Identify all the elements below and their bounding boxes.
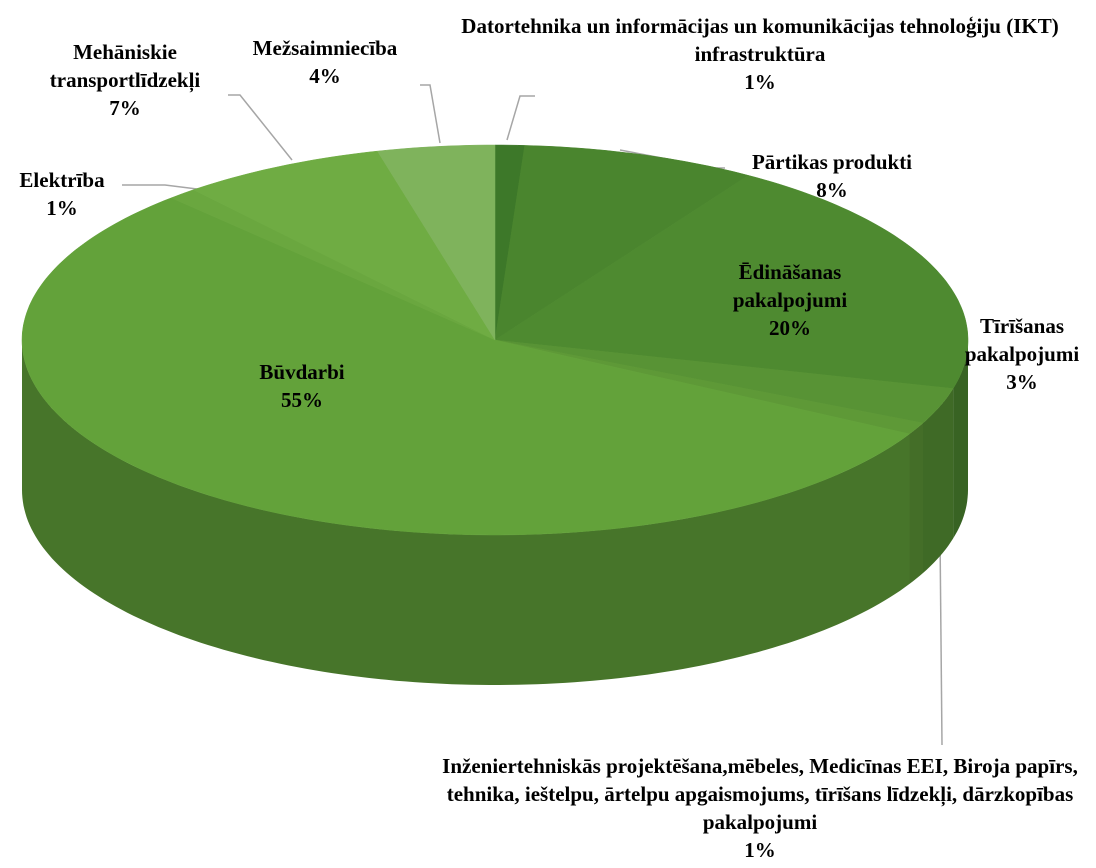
category-name: Elektrība bbox=[19, 168, 105, 192]
category-name: Ēdināšanas pakalpojumi bbox=[732, 260, 848, 312]
slice-label: Būvdarbi 55% bbox=[202, 358, 402, 414]
slice-label: Mehāniskie transportlīdzekļi 7% bbox=[15, 38, 235, 122]
leader-line bbox=[506, 95, 535, 141]
value-label: 1% bbox=[744, 838, 776, 862]
value-label: 20% bbox=[769, 316, 811, 340]
category-name: Būvdarbi bbox=[259, 360, 345, 384]
slice-label: Inženiertehniskās projektēšana,mēbeles, … bbox=[410, 752, 1096, 864]
value-label: 8% bbox=[816, 178, 848, 202]
slice bbox=[494, 339, 954, 424]
category-name: Mehāniskie transportlīdzekļi bbox=[49, 40, 201, 92]
leader-line bbox=[420, 84, 441, 144]
category-name: Pārtikas produkti bbox=[751, 150, 913, 174]
value-label: 1% bbox=[46, 196, 78, 220]
value-label: 55% bbox=[281, 388, 323, 412]
slice bbox=[192, 150, 496, 341]
category-name: Tīrīšanas pakalpojumi bbox=[964, 314, 1080, 366]
value-label: 1% bbox=[744, 70, 776, 94]
slice bbox=[494, 175, 969, 389]
value-label: 3% bbox=[1006, 370, 1038, 394]
slice-label: Ēdināšanas pakalpojumi 20% bbox=[700, 258, 880, 342]
slice-label: Mežsaimniecība 4% bbox=[215, 34, 435, 90]
value-label: 7% bbox=[109, 96, 141, 120]
slice-side bbox=[953, 340, 968, 539]
slice-label: Datortehnika un informācijas un komunikā… bbox=[440, 12, 1080, 96]
slice bbox=[21, 197, 911, 536]
slice bbox=[494, 145, 750, 341]
category-name: Mežsaimniecība bbox=[252, 36, 398, 60]
slice bbox=[376, 144, 496, 341]
leader-line bbox=[939, 534, 943, 746]
category-name: Datortehnika un informācijas un komunikā… bbox=[461, 14, 1059, 66]
category-name: Inženiertehniskās projektēšana,mēbeles, … bbox=[442, 754, 1078, 834]
value-label: 4% bbox=[309, 64, 341, 88]
slice-side bbox=[22, 340, 910, 685]
slice-label: Elektrība 1% bbox=[2, 166, 122, 222]
slice-side bbox=[923, 388, 954, 573]
leader-line bbox=[122, 184, 206, 191]
leader-line bbox=[228, 94, 293, 161]
slice-label: Tīrīšanas pakalpojumi 3% bbox=[947, 312, 1096, 396]
slice-label: Pārtikas produkti 8% bbox=[702, 148, 962, 204]
slice-side bbox=[909, 423, 923, 584]
